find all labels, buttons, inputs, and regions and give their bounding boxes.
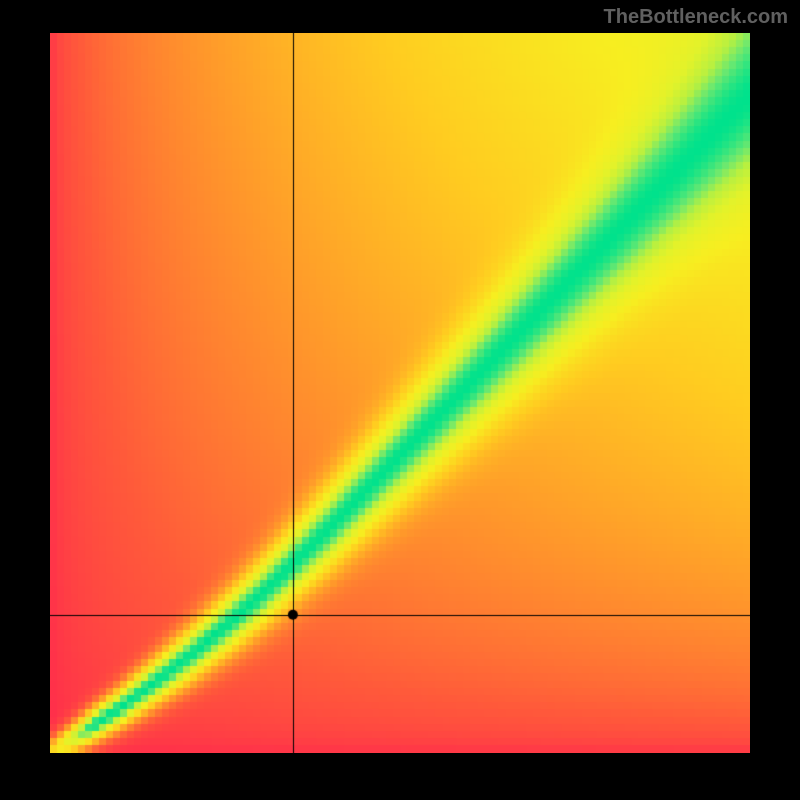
watermark-text: TheBottleneck.com xyxy=(604,6,788,29)
heatmap-canvas xyxy=(50,33,750,753)
heatmap-plot xyxy=(50,33,750,753)
chart-container: TheBottleneck.com xyxy=(0,0,800,800)
